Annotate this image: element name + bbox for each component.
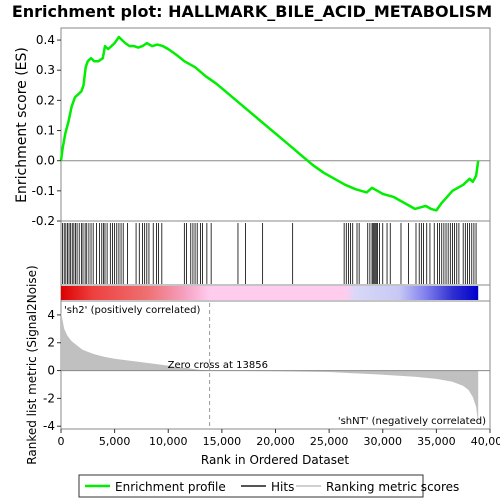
es-y-tick-label: 0.4	[36, 33, 55, 47]
rank-x-tick-label: 15,000	[203, 435, 242, 448]
rank-x-tick-label: 20,000	[256, 435, 295, 448]
es-y-tick-label: -0.1	[32, 184, 55, 198]
enrichment-profile-line	[59, 35, 480, 212]
ranking-bar-panel	[60, 284, 491, 302]
legend-label-hits: Hits	[271, 480, 294, 494]
es-y-tick-label: -0.2	[32, 214, 55, 228]
ranking-metric-area	[61, 312, 479, 424]
metric-y-tick-label: 4	[47, 308, 55, 322]
metric-y-tick-label: 0	[47, 364, 55, 378]
legend-label-enrichment: Enrichment profile	[115, 480, 226, 494]
es-y-ticks: 0.4 0.3 0.2 0.1 0.0 -0.1 -0.2	[32, 33, 61, 228]
es-y-tick-label: 0.1	[36, 124, 55, 138]
metric-y-tick-label: -4	[43, 419, 55, 433]
enrichment-score-panel: 0.4 0.3 0.2 0.1 0.0 -0.1 -0.2 Enrichment score…	[14, 27, 491, 228]
zero-cross-label: Zero cross at 13856	[168, 360, 268, 371]
rank-x-tick-label: 40,000	[471, 435, 500, 448]
rank-x-tick-label: 10,000	[149, 435, 188, 448]
hits-panel	[60, 220, 491, 286]
es-y-tick-label: 0.0	[36, 154, 55, 168]
metric-y-ticks: 4 2 0 -2 -4	[43, 308, 61, 433]
es-y-tick-label: 0.3	[36, 63, 55, 77]
rank-x-tick-label: 5,000	[99, 435, 131, 448]
hits-panel-frame	[60, 220, 491, 286]
negative-correlation-label: 'shNT' (negatively correlated)	[338, 416, 486, 427]
chart-title: Enrichment plot: HALLMARK_BILE_ACID_META…	[12, 2, 492, 21]
top-panel-frame	[60, 27, 491, 222]
rank-x-tick-label: 30,000	[364, 435, 403, 448]
metric-y-axis-label: Ranked list metric (Signal2Noise)	[25, 265, 39, 464]
metric-y-tick-label: 2	[47, 336, 55, 350]
ranking-color-bar	[61, 286, 479, 300]
metric-y-tick-label: -2	[43, 391, 55, 405]
ranked-metric-panel: Zero cross at 13856 'sh2' (positively co…	[25, 265, 500, 467]
rank-x-axis-label: Rank in Ordered Dataset	[201, 453, 349, 467]
es-y-axis-label: Enrichment score (ES)	[14, 47, 30, 203]
rank-x-tick-label: 35,000	[417, 435, 456, 448]
rank-x-ticks: 0 5,000 10,000 15,000 20,000 25,000 30,000 35,0…	[58, 429, 500, 448]
positive-correlation-label: 'sh2' (positively correlated)	[64, 305, 201, 316]
legend: Enrichment profile Hits Ranking metric s…	[78, 474, 459, 498]
rank-x-tick-label: 25,000	[310, 435, 349, 448]
legend-label-ranking: Ranking metric scores	[326, 480, 459, 494]
rank-x-tick-label: 0	[58, 435, 65, 448]
hit-marks	[62, 223, 477, 284]
es-y-tick-label: 0.2	[36, 93, 55, 107]
